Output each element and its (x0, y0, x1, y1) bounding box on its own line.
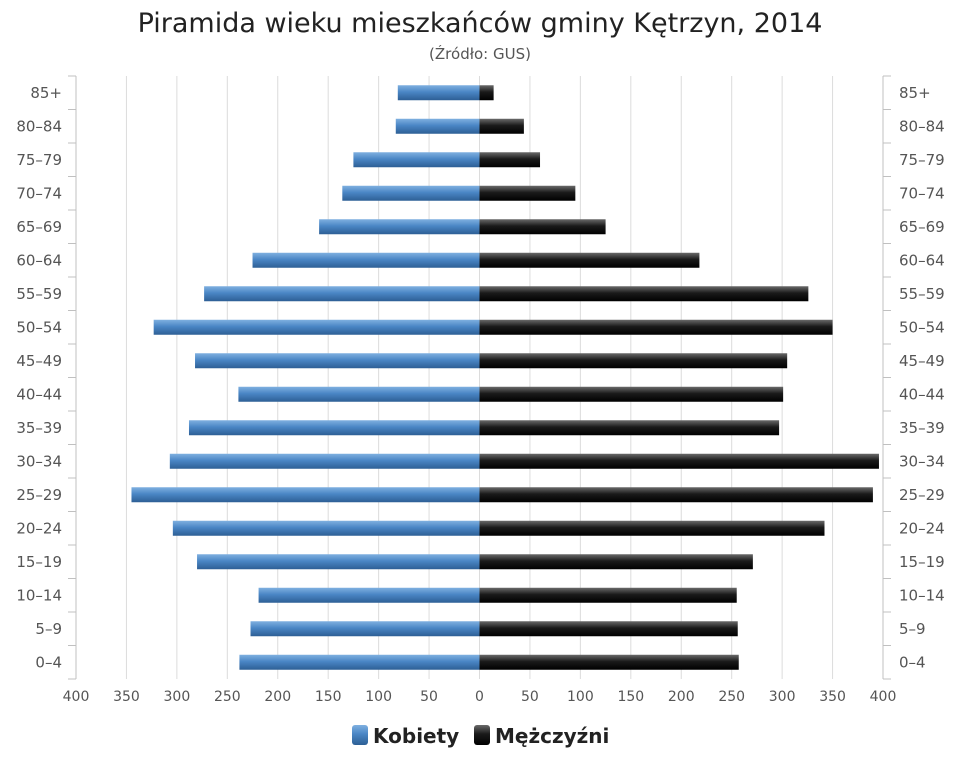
category-label-left: 35–39 (16, 419, 62, 437)
x-tick-label: 200 (668, 689, 695, 705)
category-label-right: 25–29 (899, 486, 945, 504)
bar-kobiety[interactable] (353, 152, 480, 168)
x-tick-label: 50 (420, 689, 438, 705)
category-label-right: 5–9 (899, 620, 926, 638)
bar-kobiety[interactable] (342, 185, 480, 201)
category-label-right: 10–14 (899, 586, 945, 604)
category-label-right: 60–64 (899, 251, 945, 269)
category-label-left: 50–54 (16, 318, 62, 336)
x-tick-label: 150 (617, 689, 644, 705)
x-tick-label: 0 (475, 689, 484, 705)
bar-mezczyzni[interactable] (479, 118, 524, 134)
bar-mezczyzni[interactable] (479, 185, 576, 201)
bar-mezczyzni[interactable] (479, 554, 753, 570)
category-label-left: 85+ (30, 84, 62, 102)
category-label-left: 5–9 (35, 620, 62, 638)
x-tick-label: 150 (315, 689, 342, 705)
bar-mezczyzni[interactable] (479, 487, 873, 503)
category-label-left: 65–69 (16, 218, 62, 236)
category-label-left: 45–49 (16, 352, 62, 370)
bar-kobiety[interactable] (319, 219, 480, 235)
bar-mezczyzni[interactable] (479, 621, 738, 637)
category-label-left: 55–59 (16, 285, 62, 303)
category-label-left: 60–64 (16, 251, 62, 269)
x-tick-label: 50 (521, 689, 539, 705)
bar-mezczyzni[interactable] (479, 152, 541, 168)
x-tick-label: 250 (214, 689, 241, 705)
x-tick-label: 300 (164, 689, 191, 705)
legend[interactable]: Kobiety Mężczyźni (352, 724, 609, 748)
axes: 400 350 300 250 200 150 100 50 0 50 100 150 200 250 30… (16, 75, 945, 705)
category-label-right: 85+ (899, 84, 931, 102)
category-label-left: 70–74 (16, 184, 62, 202)
category-label-left: 75–79 (16, 151, 62, 169)
category-label-right: 15–19 (899, 553, 945, 571)
category-label-right: 75–79 (899, 151, 945, 169)
x-tick-label: 300 (769, 689, 796, 705)
bar-kobiety[interactable] (397, 85, 480, 101)
legend-label-kobiety[interactable]: Kobiety (373, 724, 459, 748)
category-label-right: 30–34 (899, 452, 945, 470)
category-label-right: 40–44 (899, 385, 945, 403)
bar-kobiety[interactable] (153, 319, 480, 335)
bar-mezczyzni[interactable] (479, 353, 788, 369)
category-label-right: 0–4 (899, 653, 926, 671)
bar-kobiety[interactable] (258, 587, 480, 603)
bar-mezczyzni[interactable] (479, 85, 494, 101)
bar-mezczyzni[interactable] (479, 386, 784, 402)
bar-mezczyzni[interactable] (479, 453, 879, 469)
x-tick-label: 400 (870, 689, 897, 705)
category-label-left: 40–44 (16, 385, 62, 403)
category-label-left: 10–14 (16, 586, 62, 604)
bar-kobiety[interactable] (131, 487, 480, 503)
bar-mezczyzni[interactable] (479, 520, 825, 536)
bar-kobiety[interactable] (169, 453, 480, 469)
bar-mezczyzni[interactable] (479, 319, 833, 335)
x-tick-label: 200 (264, 689, 291, 705)
legend-swatch-mezczyzni (474, 725, 490, 745)
bar-kobiety[interactable] (250, 621, 480, 637)
legend-label-mezczyzni[interactable]: Mężczyźni (495, 724, 609, 748)
x-tick-label: 400 (63, 689, 90, 705)
category-label-left: 80–84 (16, 117, 62, 135)
bar-kobiety[interactable] (239, 654, 480, 670)
bar-kobiety[interactable] (172, 520, 480, 536)
category-label-right: 20–24 (899, 519, 945, 537)
chart-subtitle: (Źródło: GUS) (429, 44, 531, 63)
bar-mezczyzni[interactable] (479, 252, 700, 268)
category-label-right: 80–84 (899, 117, 945, 135)
bar-kobiety[interactable] (188, 420, 480, 436)
bar-kobiety[interactable] (195, 353, 480, 369)
category-label-right: 50–54 (899, 318, 945, 336)
x-tick-label: 350 (113, 689, 140, 705)
bar-mezczyzni[interactable] (479, 420, 780, 436)
x-tick-label: 100 (365, 689, 392, 705)
category-label-right: 35–39 (899, 419, 945, 437)
category-label-left: 25–29 (16, 486, 62, 504)
bar-kobiety[interactable] (197, 554, 480, 570)
category-label-right: 65–69 (899, 218, 945, 236)
category-label-left: 0–4 (35, 653, 62, 671)
bar-kobiety[interactable] (395, 118, 480, 134)
category-label-left: 30–34 (16, 452, 62, 470)
bar-mezczyzni[interactable] (479, 654, 739, 670)
bar-mezczyzni[interactable] (479, 587, 737, 603)
category-label-right: 70–74 (899, 184, 945, 202)
bar-mezczyzni[interactable] (479, 286, 809, 302)
category-label-left: 20–24 (16, 519, 62, 537)
category-label-left: 15–19 (16, 553, 62, 571)
bars (131, 85, 879, 670)
x-tick-label: 250 (718, 689, 745, 705)
bar-kobiety[interactable] (238, 386, 480, 402)
bar-kobiety[interactable] (252, 252, 480, 268)
category-label-right: 55–59 (899, 285, 945, 303)
category-label-right: 45–49 (899, 352, 945, 370)
x-tick-label: 350 (819, 689, 846, 705)
bar-mezczyzni[interactable] (479, 219, 606, 235)
bar-kobiety[interactable] (204, 286, 480, 302)
chart-title: Piramida wieku mieszkańców gminy Kętrzyn… (138, 8, 823, 39)
legend-swatch-kobiety (352, 725, 368, 745)
x-tick-label: 100 (567, 689, 594, 705)
